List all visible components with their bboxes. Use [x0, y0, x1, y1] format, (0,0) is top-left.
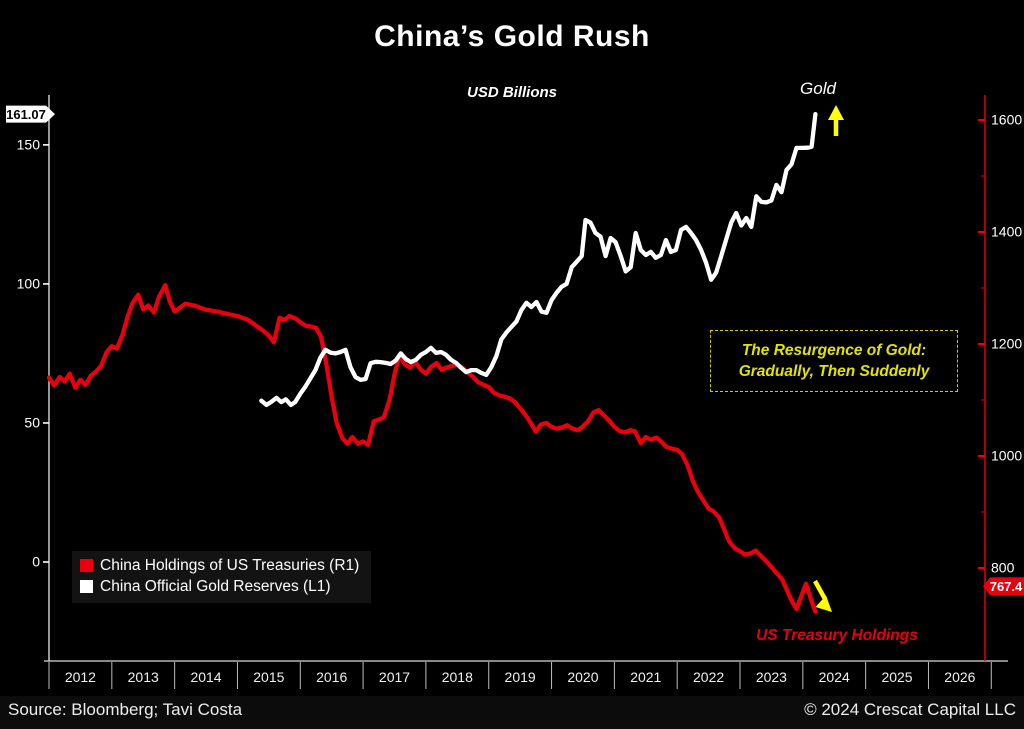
x-axis-year-label: 2017 — [379, 669, 410, 685]
x-axis-year-label: 2018 — [442, 669, 473, 685]
svg-text:161.07: 161.07 — [6, 107, 46, 122]
left-axis-tick-label: 50 — [24, 414, 40, 430]
legend-label-gold: China Official Gold Reserves (L1) — [100, 578, 331, 595]
x-axis-year-label: 2022 — [693, 669, 724, 685]
treasury-holdings-line — [46, 283, 818, 614]
right-axis-tick-label: 1600 — [991, 112, 1022, 128]
treasuries-swatch-icon — [80, 559, 93, 572]
chart-title: China’s Gold Rush — [374, 20, 650, 53]
chart-units-label: USD Billions — [466, 84, 557, 101]
treasury-last-value-marker: 767.4 — [983, 577, 1024, 596]
gold-series-annotation: Gold — [800, 79, 836, 98]
svg-text:767.4: 767.4 — [990, 579, 1023, 594]
gold-swatch-icon — [80, 580, 93, 593]
left-axis-tick-label: 150 — [17, 136, 41, 152]
right-axis-tick-label: 1400 — [991, 224, 1022, 240]
left-axis-tick-label: 0 — [32, 554, 40, 570]
right-axis-tick-label: 1200 — [991, 336, 1022, 352]
right-axis-tick-label: 800 — [991, 559, 1015, 575]
right-axis-tick-label: 1000 — [991, 447, 1022, 463]
x-axis-year-label: 2012 — [65, 669, 96, 685]
legend-item-gold: China Official Gold Reserves (L1) — [80, 576, 359, 597]
x-axis-year-label: 2015 — [253, 669, 284, 685]
treasury-series-annotation: US Treasury Holdings — [756, 627, 918, 644]
x-axis-year-label: 2013 — [128, 669, 159, 685]
legend-label-treasuries: China Holdings of US Treasuries (R1) — [100, 557, 360, 574]
x-axis-year-label: 2021 — [630, 669, 661, 685]
x-axis-year-label: 2014 — [190, 669, 221, 685]
source-credit: Source: Bloomberg; Tavi Costa — [8, 700, 243, 719]
callout-line-2: Gradually, Then Suddenly — [738, 362, 930, 380]
x-axis-year-label: 2019 — [505, 669, 536, 685]
copyright-notice: © 2024 Crescat Capital LLC — [804, 700, 1016, 719]
footer-bar: Source: Bloomberg; Tavi Costa © 2024 Cre… — [0, 696, 1024, 729]
legend-item-treasuries: China Holdings of US Treasuries (R1) — [80, 555, 359, 576]
x-axis-year-label: 2024 — [819, 669, 850, 685]
x-axis-year-label: 2023 — [756, 669, 787, 685]
x-axis-year-label: 2025 — [881, 669, 912, 685]
x-axis-year-label: 2026 — [944, 669, 975, 685]
resurgence-callout-box: The Resurgence of Gold: Gradually, Then … — [710, 330, 958, 392]
gold-reserves-line — [259, 111, 818, 408]
x-axis-year-label: 2016 — [316, 669, 347, 685]
gold-up-arrow-icon — [828, 105, 844, 136]
gold-last-value-marker: 161.07 — [6, 105, 55, 123]
x-axis-year-label: 2020 — [567, 669, 598, 685]
legend: China Holdings of US Treasuries (R1) Chi… — [72, 551, 372, 603]
treasury-down-arrow-icon — [813, 579, 832, 612]
left-axis-tick-label: 100 — [17, 275, 41, 291]
callout-line-1: The Resurgence of Gold: — [741, 341, 927, 359]
